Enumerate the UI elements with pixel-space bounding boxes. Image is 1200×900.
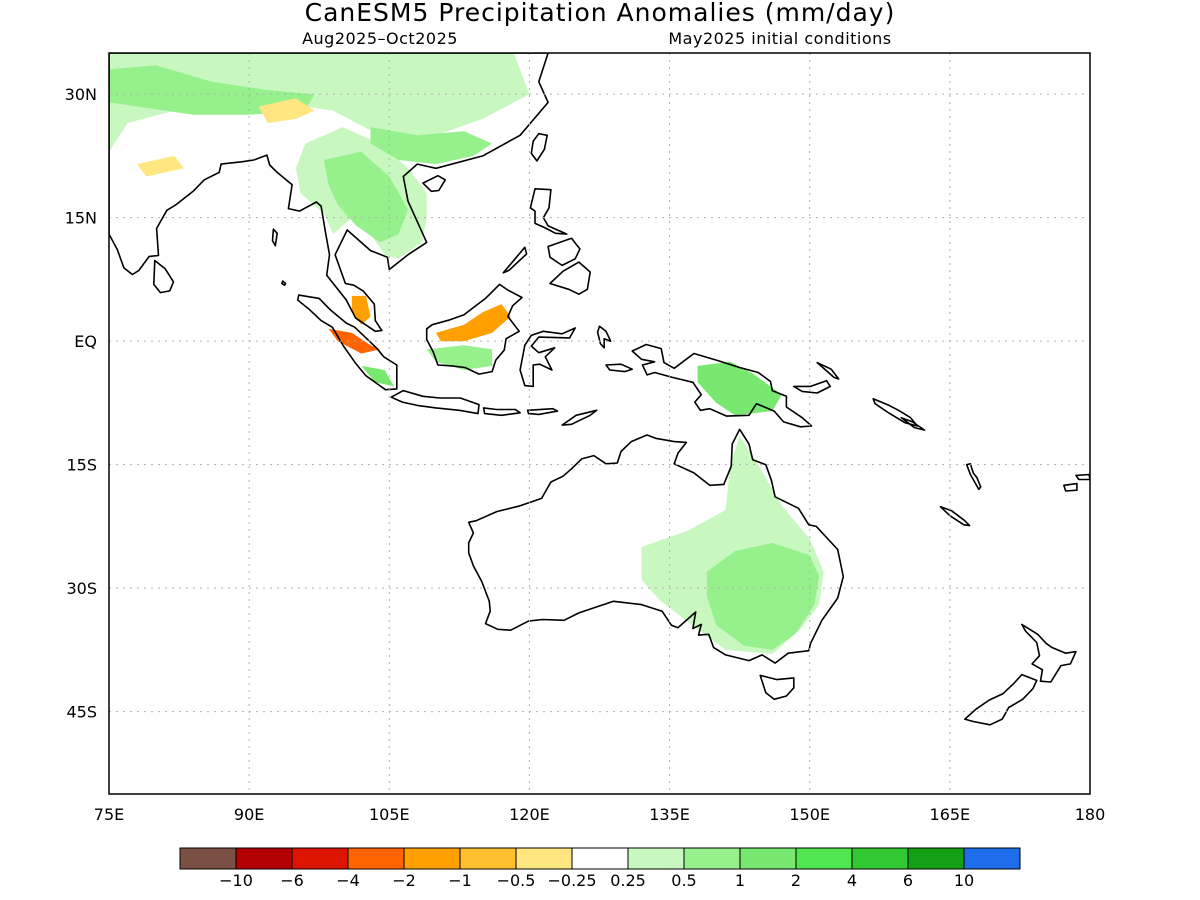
coastline-australia	[467, 428, 845, 664]
anomaly-region-borneo-dry	[436, 304, 511, 342]
lat-tick-30n: 30N	[65, 85, 97, 104]
map-frame	[108, 52, 1091, 795]
coastline-mindanao	[549, 261, 592, 296]
legend-swatch-5	[459, 847, 517, 870]
legend-swatch-0	[179, 847, 237, 870]
anomaly-region-south-china	[370, 127, 493, 165]
lon-tick-165e: 165E	[930, 805, 971, 824]
legend-swatch-12	[851, 847, 909, 870]
legend-swatch-14	[963, 847, 1021, 870]
legend-label-12: 6	[903, 871, 913, 890]
legend-label-13: 10	[954, 871, 974, 890]
legend-swatch-11	[795, 847, 853, 870]
coastline-new-guinea	[631, 343, 813, 428]
legend-swatch-6	[515, 847, 573, 870]
anomaly-region-borneo-wet-south	[426, 345, 493, 370]
legend-swatch-13	[907, 847, 965, 870]
legend-swatch-1	[235, 847, 293, 870]
coastline-new-ireland	[816, 361, 840, 380]
legend-swatch-9	[683, 847, 741, 870]
legend-label-4: −1	[448, 871, 472, 890]
forecast-period-label: Aug2025–Oct2025	[302, 29, 458, 48]
color-legend: −10 −6 −4 −2 −1 −0.5 −0.25 0.25 0.5 1 2 4 6 10	[179, 847, 1021, 890]
legend-swatch-3	[347, 847, 405, 870]
coastline-fiji	[1063, 482, 1078, 492]
legend-swatch-2	[291, 847, 349, 870]
legend-label-6: −0.25	[547, 871, 596, 890]
coastline-halmahera	[596, 325, 612, 349]
map-title: CanESM5 Precipitation Anomalies (mm/day)	[305, 0, 896, 27]
coastline-andaman	[271, 228, 279, 247]
coastline-nz-south	[963, 673, 1038, 726]
coastline-tasmania	[759, 674, 795, 701]
legend-label-8: 0.5	[671, 871, 696, 890]
coastline-flores	[526, 407, 559, 416]
legend-label-5: −0.5	[497, 871, 536, 890]
anomaly-region-ne-india-dry	[258, 98, 315, 123]
coastline-borneo	[425, 283, 523, 375]
anomaly-region-se-australia	[706, 542, 820, 650]
coastline-sri-lanka	[153, 259, 175, 294]
anomaly-region-sumatra-south-wet	[361, 365, 394, 387]
legend-label-7: 0.25	[610, 871, 646, 890]
coastline-luzon	[529, 188, 568, 235]
legend-swatch-7	[571, 847, 629, 870]
legend-label-1: −6	[280, 871, 304, 890]
anomaly-region-tibet-china	[109, 53, 530, 152]
anomaly-region-malaya-dry	[351, 295, 371, 325]
legend-swatch-8	[627, 847, 685, 870]
lat-tick-15s: 15S	[66, 456, 97, 475]
anomaly-region-himalaya-strip	[109, 65, 315, 115]
lat-tick-30s: 30S	[66, 579, 97, 598]
coastline-nz-north	[1020, 623, 1077, 683]
coastline-java	[390, 389, 480, 415]
graticule	[109, 53, 1090, 794]
lat-tick-15n: 15N	[65, 209, 97, 228]
legend-label-2: −4	[336, 871, 360, 890]
anomaly-layer	[109, 53, 824, 654]
coastline-visayas	[547, 237, 581, 267]
coastline-solomons-2	[900, 416, 926, 431]
anomaly-region-nw-india-dry	[137, 155, 184, 177]
lat-tick-eq: EQ	[74, 332, 97, 351]
coastline-palawan	[502, 246, 528, 274]
coastline-layer	[109, 53, 1090, 726]
coastline-nicobar	[280, 280, 287, 287]
anomaly-region-indochina-core	[323, 151, 408, 243]
anomaly-region-new-guinea-wet	[697, 361, 782, 416]
latitude-tick-labels: 30N 15N EQ 15S 30S 45S	[65, 85, 97, 722]
lon-tick-105e: 105E	[369, 805, 410, 824]
coastline-taiwan	[530, 132, 549, 162]
lat-tick-45s: 45S	[66, 703, 97, 722]
coastline-lesser-sunda	[482, 407, 521, 417]
coastline-seram	[605, 363, 634, 373]
coastline-timor	[561, 409, 598, 426]
legend-label-0: −10	[219, 871, 253, 890]
coastline-asia-mainland	[109, 53, 549, 333]
coastline-vanuatu	[965, 462, 982, 491]
legend-swatch-4	[403, 847, 461, 870]
coastline-sulawesi	[519, 327, 577, 388]
ocean-background	[109, 53, 1090, 794]
lon-tick-90e: 90E	[234, 805, 264, 824]
legend-label-9: 1	[735, 871, 745, 890]
lon-tick-75e: 75E	[94, 805, 124, 824]
legend-label-11: 4	[847, 871, 857, 890]
coastline-hainan	[422, 174, 447, 193]
lon-tick-150e: 150E	[789, 805, 830, 824]
lon-tick-180: 180	[1075, 805, 1106, 824]
legend-label-10: 2	[791, 871, 801, 890]
lon-tick-120e: 120E	[509, 805, 550, 824]
initial-conditions-label: May2025 initial conditions	[668, 29, 891, 48]
lon-tick-135e: 135E	[649, 805, 690, 824]
coastline-sumatra	[296, 294, 398, 391]
coastline-fiji-2	[1075, 473, 1090, 481]
legend-label-3: −2	[392, 871, 416, 890]
legend-swatch-10	[739, 847, 797, 870]
map-plot-area	[109, 53, 1090, 794]
coastline-new-britain	[792, 379, 832, 394]
longitude-tick-labels: 75E 90E 105E 120E 135E 150E 165E 180	[94, 805, 1106, 824]
